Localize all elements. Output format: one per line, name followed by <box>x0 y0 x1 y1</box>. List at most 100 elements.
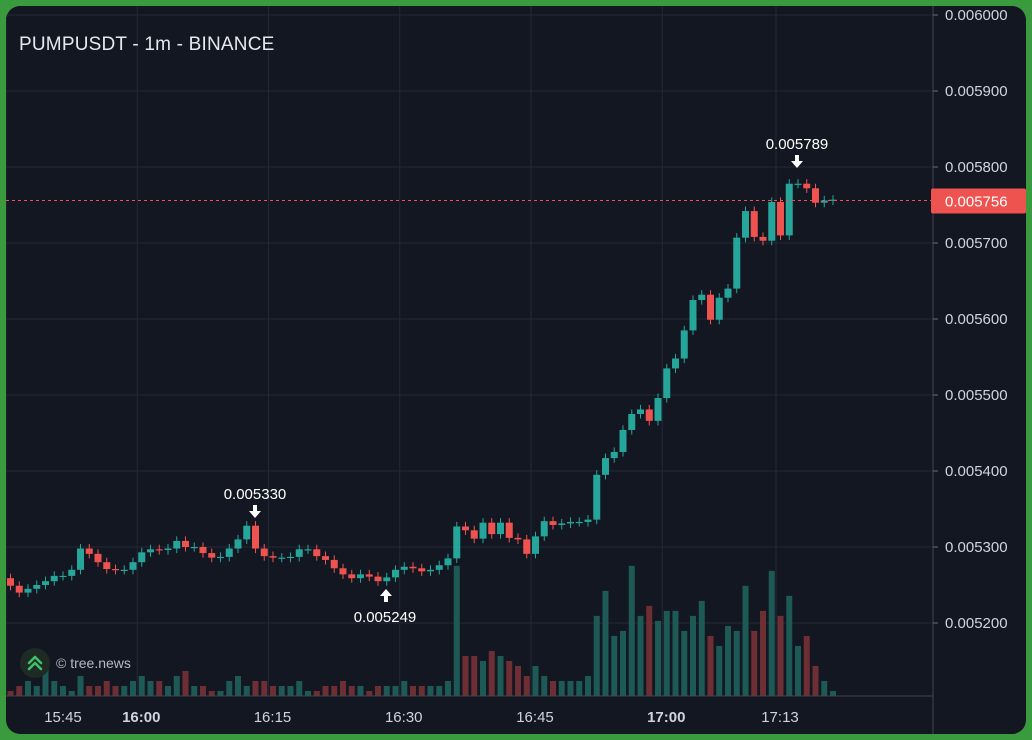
arrow-down-icon <box>249 505 261 518</box>
volume-bar <box>357 685 364 696</box>
candle-body <box>357 574 364 579</box>
candle-body <box>365 574 373 577</box>
current-price-badge <box>931 188 1026 214</box>
volume-bar <box>331 685 338 696</box>
candle-body <box>654 398 662 421</box>
volume-bar <box>725 625 731 696</box>
candle-body <box>672 358 679 369</box>
candle-body <box>269 556 277 558</box>
candle-body <box>759 236 767 241</box>
candle-body <box>514 537 522 540</box>
candle-body <box>24 588 32 593</box>
arrow-down-icon <box>791 155 803 168</box>
volume-bar <box>751 630 758 696</box>
volume-bar <box>112 685 119 696</box>
volume-bar <box>488 650 495 696</box>
volume-bar <box>147 680 154 696</box>
volume-bar <box>707 635 714 696</box>
candle-body <box>103 562 111 570</box>
candle-body <box>610 452 618 459</box>
candle-body <box>558 523 566 525</box>
candle-body <box>304 549 312 551</box>
time-tick-label: 16:00 <box>122 709 160 726</box>
volume-bar <box>138 675 145 696</box>
candle-body <box>173 540 181 549</box>
volume-bar <box>637 615 644 696</box>
candle-body <box>234 539 242 549</box>
candle-body <box>77 548 84 570</box>
price-tick-label: 0.005700 <box>945 235 1008 252</box>
volume-bar <box>506 660 513 696</box>
volume-bar <box>821 680 828 696</box>
volume-bar <box>68 690 75 696</box>
time-tick-label: 17:13 <box>761 709 799 726</box>
volume-bar <box>235 675 241 696</box>
volume-bar <box>182 670 189 696</box>
volume-bar <box>392 685 399 696</box>
candle-body <box>129 562 137 570</box>
candle-body <box>505 522 513 538</box>
candle-body <box>330 559 338 569</box>
volume-bar <box>156 680 163 696</box>
volume-bar <box>16 685 23 696</box>
time-tick-label: 17:00 <box>647 709 685 726</box>
candle-body <box>400 566 408 570</box>
volume-bar <box>401 680 408 696</box>
volume-bar <box>25 680 31 696</box>
candle-body <box>619 429 627 452</box>
volume-bar <box>480 660 486 696</box>
candle-body <box>418 568 426 572</box>
volume-bar <box>217 690 224 696</box>
volume-bar <box>733 630 740 696</box>
candle-body <box>59 575 67 578</box>
candle-body <box>287 556 294 559</box>
candle-body <box>733 237 741 289</box>
candle-body <box>164 548 172 551</box>
volume-bar <box>602 590 609 696</box>
volume-bar <box>348 685 355 696</box>
price-tick-label: 0.005500 <box>945 387 1008 404</box>
chart-title: PUMPUSDT - 1m - BINANCE <box>19 34 275 55</box>
candle-body <box>715 297 723 320</box>
candle-body <box>33 585 41 589</box>
current-price-label: 0.005756 <box>945 193 1008 210</box>
volume-bar <box>261 680 268 696</box>
candle-body <box>707 294 714 320</box>
volume-bar <box>322 685 329 696</box>
price-tick-label: 0.005900 <box>945 83 1008 100</box>
time-tick-label: 16:30 <box>385 709 423 726</box>
volume-bar <box>830 690 836 696</box>
candle-body <box>479 522 487 539</box>
candle-body <box>50 575 58 582</box>
candle-body <box>260 548 268 557</box>
candle-body <box>208 553 216 558</box>
candle-body <box>147 549 154 553</box>
volume-bar <box>663 610 670 696</box>
candle-body <box>42 581 49 585</box>
candle-body <box>435 565 443 570</box>
candle-body <box>575 521 583 524</box>
volume-bar <box>278 685 285 696</box>
volume-bar <box>462 655 469 696</box>
volume-bar <box>208 690 215 696</box>
volume-bar <box>86 685 93 696</box>
candle-body <box>138 552 146 563</box>
candle-body <box>462 526 469 531</box>
volume-bar <box>375 685 381 696</box>
volume-bar <box>51 680 58 696</box>
candle-body <box>427 569 434 572</box>
candle-body <box>777 201 784 236</box>
price-annotation: 0.005249 <box>354 589 416 626</box>
candlestick-chart[interactable]: 0.006000 0.005900 0.005800 0.005700 0.005600… <box>6 6 1026 734</box>
volume-bar <box>287 685 294 696</box>
volume-bar <box>383 685 390 696</box>
candle-body <box>549 521 557 525</box>
candle-body <box>742 211 749 238</box>
candle-body <box>295 549 303 557</box>
volume-bar <box>716 645 723 696</box>
volume-bars <box>7 565 836 696</box>
price-annotation: 0.005789 <box>766 136 829 168</box>
candle-body <box>488 522 496 535</box>
candle-body <box>785 183 793 236</box>
annotation-label: 0.005789 <box>766 136 829 153</box>
